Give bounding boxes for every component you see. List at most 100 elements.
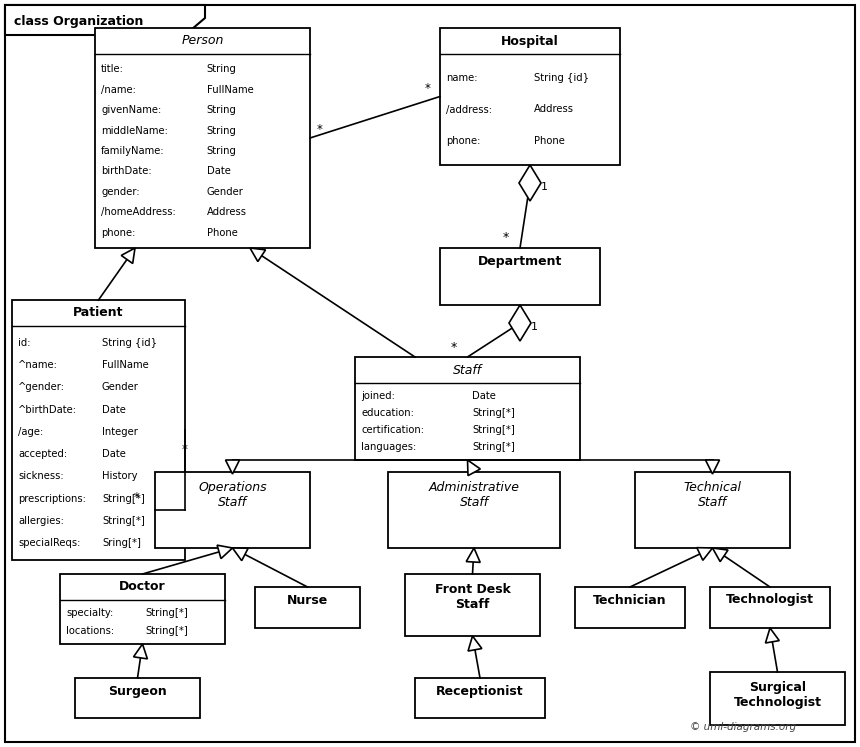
Text: givenName:: givenName: — [101, 105, 162, 115]
Polygon shape — [133, 644, 147, 659]
Bar — [388, 472, 560, 548]
Text: *: * — [317, 123, 323, 137]
Text: /age:: /age: — [18, 427, 43, 437]
Text: middleName:: middleName: — [101, 125, 168, 135]
Polygon shape — [5, 5, 205, 35]
Text: Phone: Phone — [533, 136, 564, 146]
Text: Surgeon: Surgeon — [108, 684, 167, 698]
Text: ^birthDate:: ^birthDate: — [18, 405, 77, 415]
Text: Date: Date — [472, 391, 496, 401]
Text: locations:: locations: — [66, 626, 114, 636]
Text: accepted:: accepted: — [18, 449, 67, 459]
Text: Address: Address — [206, 207, 247, 217]
Bar — [155, 472, 310, 548]
Text: familyName:: familyName: — [101, 146, 164, 156]
Polygon shape — [121, 248, 135, 264]
Bar — [440, 28, 620, 165]
Text: Date: Date — [102, 405, 126, 415]
Text: Staff: Staff — [453, 364, 482, 376]
Polygon shape — [712, 548, 728, 562]
Bar — [60, 574, 225, 644]
Polygon shape — [705, 460, 720, 474]
Text: Address: Address — [533, 105, 574, 114]
Text: Person: Person — [181, 34, 224, 48]
Bar — [75, 678, 200, 718]
Text: ^name:: ^name: — [18, 360, 58, 370]
Text: certification:: certification: — [361, 425, 424, 435]
Text: languages:: languages: — [361, 442, 416, 452]
Polygon shape — [232, 548, 249, 561]
Bar — [255, 587, 360, 628]
Text: © uml-diagrams.org: © uml-diagrams.org — [690, 722, 796, 732]
Text: Gender: Gender — [102, 382, 138, 392]
Text: Surgical
Technologist: Surgical Technologist — [734, 681, 821, 709]
Text: specialty:: specialty: — [66, 608, 114, 619]
Text: Front Desk
Staff: Front Desk Staff — [434, 583, 511, 611]
Text: String {id}: String {id} — [102, 338, 157, 347]
Polygon shape — [697, 548, 712, 560]
Text: String: String — [206, 146, 237, 156]
Text: Receptionist: Receptionist — [436, 684, 524, 698]
Text: String[*]: String[*] — [472, 425, 515, 435]
Text: /name:: /name: — [101, 84, 136, 95]
Polygon shape — [225, 460, 239, 474]
Text: /address:: /address: — [446, 105, 492, 114]
Text: String[*]: String[*] — [472, 442, 515, 452]
Text: *: * — [451, 341, 457, 353]
Text: phone:: phone: — [446, 136, 481, 146]
Text: *: * — [503, 232, 509, 244]
Text: 1: 1 — [540, 182, 548, 192]
Text: id:: id: — [18, 338, 30, 347]
Bar — [95, 28, 310, 248]
Text: String[*]: String[*] — [472, 408, 515, 418]
Bar — [415, 678, 545, 718]
Text: String[*]: String[*] — [146, 608, 188, 619]
Text: phone:: phone: — [101, 228, 135, 238]
Text: Department: Department — [478, 255, 562, 267]
Text: Phone: Phone — [206, 228, 237, 238]
Text: education:: education: — [361, 408, 414, 418]
Text: specialReqs:: specialReqs: — [18, 539, 80, 548]
Text: FullName: FullName — [206, 84, 254, 95]
Text: allergies:: allergies: — [18, 516, 64, 526]
Text: Gender: Gender — [206, 187, 243, 197]
Text: Date: Date — [206, 167, 230, 176]
Text: Administrative
Staff: Administrative Staff — [428, 481, 519, 509]
Bar — [355, 357, 580, 460]
Text: Date: Date — [102, 449, 126, 459]
Text: FullName: FullName — [102, 360, 149, 370]
Text: 1: 1 — [531, 322, 538, 332]
Text: Technologist: Technologist — [726, 594, 814, 607]
Text: String[*]: String[*] — [146, 626, 188, 636]
Polygon shape — [468, 460, 481, 476]
Text: Technical
Staff: Technical Staff — [684, 481, 741, 509]
Polygon shape — [519, 165, 541, 201]
Text: *: * — [425, 82, 431, 95]
Text: joined:: joined: — [361, 391, 395, 401]
Text: String[*]: String[*] — [102, 494, 144, 503]
Text: Patient: Patient — [73, 306, 124, 320]
Polygon shape — [509, 305, 531, 341]
Text: String: String — [206, 125, 237, 135]
Bar — [405, 574, 540, 636]
Text: Hospital: Hospital — [501, 34, 559, 48]
Text: *: * — [134, 492, 140, 504]
Text: /homeAddress:: /homeAddress: — [101, 207, 175, 217]
Text: ^gender:: ^gender: — [18, 382, 65, 392]
Text: String: String — [206, 105, 237, 115]
Polygon shape — [765, 628, 779, 643]
Text: *: * — [182, 444, 188, 456]
Bar — [710, 587, 830, 628]
Polygon shape — [217, 545, 232, 559]
Text: Nurse: Nurse — [287, 594, 329, 607]
Text: String {id}: String {id} — [533, 72, 589, 83]
Text: String[*]: String[*] — [102, 516, 144, 526]
Text: sickness:: sickness: — [18, 471, 64, 481]
Bar — [440, 248, 600, 305]
Text: String: String — [206, 64, 237, 74]
Bar — [12, 300, 185, 560]
Text: class Organization: class Organization — [14, 16, 144, 28]
Bar — [575, 587, 685, 628]
Polygon shape — [250, 248, 266, 261]
Polygon shape — [468, 636, 482, 651]
